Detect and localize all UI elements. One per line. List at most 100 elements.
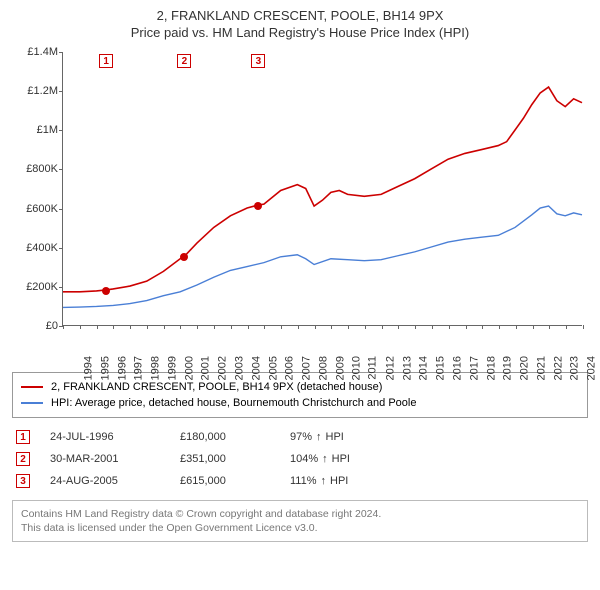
- x-tick: [482, 325, 483, 329]
- x-axis-label: 2017: [468, 356, 480, 380]
- x-axis-label: 2011: [367, 356, 379, 380]
- x-tick: [197, 325, 198, 329]
- x-tick: [533, 325, 534, 329]
- x-tick: [398, 325, 399, 329]
- x-axis-label: 2012: [384, 356, 396, 380]
- y-tick: [59, 287, 63, 288]
- x-axis-label: 2009: [334, 356, 346, 380]
- y-axis-label: £600K: [12, 203, 58, 215]
- chart-marker-3: 3: [251, 54, 265, 68]
- x-axis-label: 1997: [133, 356, 145, 380]
- x-tick: [180, 325, 181, 329]
- arrow-up-icon: ↑: [322, 453, 328, 465]
- series-hpi: [63, 206, 582, 307]
- attribution-line-1: Contains HM Land Registry data © Crown c…: [21, 507, 579, 521]
- sale-point-hpi-label: HPI: [326, 431, 344, 443]
- chart-marker-2: 2: [177, 54, 191, 68]
- x-axis-label: 2018: [485, 356, 497, 380]
- legend-label: HPI: Average price, detached house, Bour…: [51, 397, 416, 409]
- x-axis-label: 2015: [435, 356, 447, 380]
- x-axis-label: 2006: [284, 356, 296, 380]
- chart-marker-1: 1: [99, 54, 113, 68]
- x-tick: [331, 325, 332, 329]
- y-axis-label: £1M: [12, 124, 58, 136]
- x-tick: [214, 325, 215, 329]
- sale-point-marker: 1: [16, 430, 30, 444]
- x-axis-label: 2007: [301, 356, 313, 380]
- legend-swatch: [21, 386, 43, 388]
- y-tick: [59, 209, 63, 210]
- x-axis-label: 2016: [452, 356, 464, 380]
- sale-points-table: 124-JUL-1996£180,00097%↑HPI230-MAR-2001£…: [12, 426, 588, 492]
- sale-point-date: 24-AUG-2005: [50, 475, 160, 487]
- x-tick: [499, 325, 500, 329]
- x-axis-label: 2005: [267, 356, 279, 380]
- x-tick: [63, 325, 64, 329]
- x-axis-label: 2003: [233, 356, 245, 380]
- x-axis-label: 2013: [401, 356, 413, 380]
- sale-point-price: £180,000: [180, 431, 270, 443]
- y-axis-label: £200K: [12, 281, 58, 293]
- legend-item: 2, FRANKLAND CRESCENT, POOLE, BH14 9PX (…: [21, 379, 579, 395]
- x-tick: [466, 325, 467, 329]
- y-axis-label: £0: [12, 320, 58, 332]
- x-tick: [248, 325, 249, 329]
- attribution-footer: Contains HM Land Registry data © Crown c…: [12, 500, 588, 542]
- x-axis-label: 2024: [586, 356, 598, 380]
- y-tick: [59, 169, 63, 170]
- plot-area: 1 2 3: [62, 52, 582, 326]
- x-tick: [80, 325, 81, 329]
- attribution-line-2: This data is licensed under the Open Gov…: [21, 521, 579, 535]
- legend-label: 2, FRANKLAND CRESCENT, POOLE, BH14 9PX (…: [51, 381, 382, 393]
- y-tick: [59, 248, 63, 249]
- x-tick: [449, 325, 450, 329]
- x-axis-label: 2019: [502, 356, 514, 380]
- legend-item: HPI: Average price, detached house, Bour…: [21, 395, 579, 411]
- sale-point-date: 24-JUL-1996: [50, 431, 160, 443]
- x-axis-label: 2000: [183, 356, 195, 380]
- x-axis-label: 1996: [116, 356, 128, 380]
- x-axis-label: 2020: [519, 356, 531, 380]
- chart-container: 2, FRANKLAND CRESCENT, POOLE, BH14 9PX P…: [0, 0, 600, 554]
- y-axis-label: £800K: [12, 163, 58, 175]
- y-tick: [59, 91, 63, 92]
- sale-point-hpi: 111% ↑HPI: [290, 475, 348, 487]
- x-tick: [382, 325, 383, 329]
- sale-point-pct: 97%: [290, 431, 312, 443]
- y-tick: [59, 130, 63, 131]
- arrow-up-icon: ↑: [321, 475, 327, 487]
- x-tick: [549, 325, 550, 329]
- sale-point-pct: 111%: [290, 475, 317, 487]
- x-tick: [281, 325, 282, 329]
- y-axis-label: £1.4M: [12, 46, 58, 58]
- x-tick: [113, 325, 114, 329]
- title-address: 2, FRANKLAND CRESCENT, POOLE, BH14 9PX: [12, 8, 588, 23]
- sale-point-pct: 104%: [290, 453, 318, 465]
- x-tick: [264, 325, 265, 329]
- x-axis-label: 2021: [535, 356, 547, 380]
- sale-point-row: 124-JUL-1996£180,00097%↑HPI: [12, 426, 588, 448]
- sale-point-marker: 3: [16, 474, 30, 488]
- sale-point-hpi: 104%↑HPI: [290, 453, 350, 465]
- x-tick: [348, 325, 349, 329]
- x-axis-label: 2010: [351, 356, 363, 380]
- x-axis-label: 2002: [217, 356, 229, 380]
- x-axis-label: 1995: [99, 356, 111, 380]
- chart-marker-dot-2: [180, 253, 188, 261]
- x-tick: [516, 325, 517, 329]
- x-axis-label: 2014: [418, 356, 430, 380]
- y-tick: [59, 52, 63, 53]
- legend-swatch: [21, 402, 43, 404]
- chart-marker-dot-3: [254, 202, 262, 210]
- x-tick: [415, 325, 416, 329]
- title-subtitle: Price paid vs. HM Land Registry's House …: [12, 25, 588, 40]
- y-axis-label: £1.2M: [12, 85, 58, 97]
- x-axis-label: 2001: [200, 356, 212, 380]
- x-axis-label: 1994: [82, 356, 94, 380]
- x-axis-label: 1999: [166, 356, 178, 380]
- sale-point-row: 230-MAR-2001£351,000104%↑HPI: [12, 448, 588, 470]
- x-axis-label: 2008: [317, 356, 329, 380]
- x-tick: [583, 325, 584, 329]
- sale-point-hpi-label: HPI: [330, 475, 348, 487]
- sale-point-price: £351,000: [180, 453, 270, 465]
